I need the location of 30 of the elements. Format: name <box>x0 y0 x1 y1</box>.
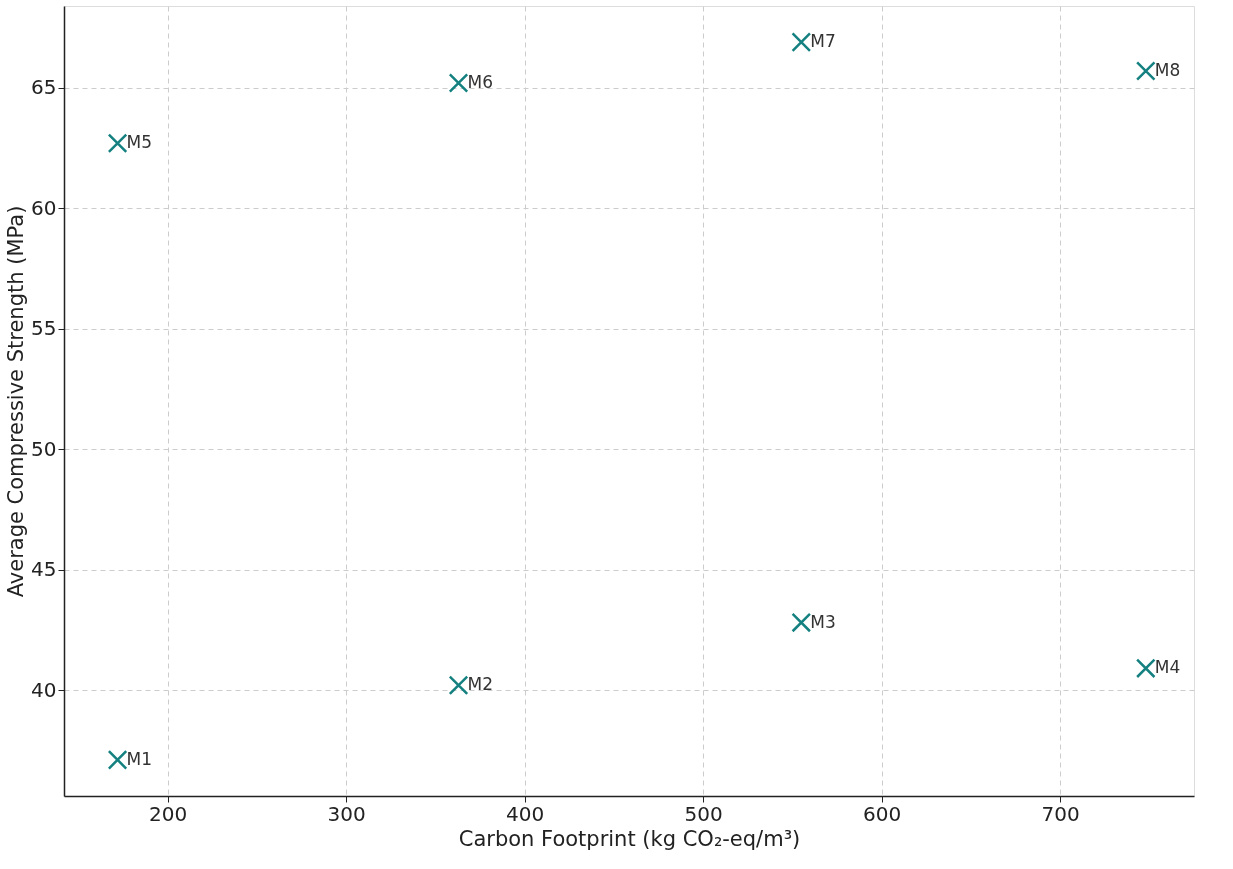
point <box>448 675 469 696</box>
point <box>448 73 469 93</box>
y-tick-label: 65 <box>31 75 57 100</box>
annotation: M1 <box>126 748 153 769</box>
annotation: M4 <box>1154 657 1181 678</box>
x-tick-label: 400 <box>505 801 545 826</box>
y-tick-label: 40 <box>31 677 57 702</box>
x-tick-label: 700 <box>1041 801 1080 826</box>
y-tick-label: 50 <box>31 436 57 461</box>
x-tick-label: 300 <box>327 801 366 826</box>
x-axis-title: Carbon Footprint (kg CO₂-eq/m³) <box>458 826 801 851</box>
point <box>1135 61 1156 81</box>
annotation: M7 <box>810 31 836 52</box>
point <box>791 32 812 53</box>
x-tick-label: 600 <box>863 801 902 826</box>
annotation: M6 <box>467 72 493 93</box>
y-tick-label: 45 <box>31 557 57 582</box>
point <box>791 612 812 633</box>
y-tick-label: 60 <box>31 195 57 220</box>
annotation: M5 <box>126 132 153 153</box>
annotation: M2 <box>467 674 493 695</box>
annotation: M3 <box>810 611 836 632</box>
y-tick-label: 55 <box>31 316 57 341</box>
annotation: M8 <box>1154 60 1181 81</box>
point <box>1135 658 1156 679</box>
y-axis-title: Average Compressive Strength (MPa) <box>4 205 29 598</box>
x-tick-label: 200 <box>148 801 188 826</box>
point <box>107 133 128 154</box>
point <box>107 749 128 770</box>
x-tick-label: 500 <box>684 801 723 826</box>
